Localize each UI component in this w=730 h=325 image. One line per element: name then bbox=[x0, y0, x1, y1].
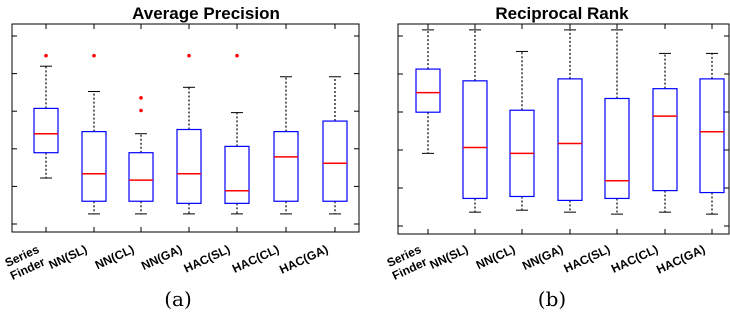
box-plots bbox=[33, 53, 348, 215]
chart-title: Reciprocal Rank bbox=[495, 4, 629, 23]
x-tick-label-line: NN(CL) bbox=[474, 242, 517, 272]
box-4 bbox=[557, 29, 583, 213]
box-6 bbox=[652, 52, 678, 213]
iqr-box bbox=[604, 97, 630, 200]
x-tick-label: HAC(CL) bbox=[609, 242, 660, 276]
x-tick-label: NN(GA) bbox=[139, 242, 184, 273]
box-3 bbox=[128, 96, 154, 215]
x-tick-label: HAC(GA) bbox=[277, 242, 330, 277]
x-tick-label: SeriesFinder bbox=[384, 242, 429, 283]
y-ticks bbox=[398, 24, 729, 234]
x-tick-label-line: HAC(SL) bbox=[182, 242, 233, 276]
x-tick-label-line: HAC(GA) bbox=[277, 242, 330, 277]
panel-caption: (a) bbox=[164, 287, 192, 311]
outlier-point bbox=[235, 53, 239, 58]
axes-frame bbox=[11, 23, 360, 233]
x-tick-label-line: NN(GA) bbox=[520, 242, 565, 273]
iqr-box bbox=[699, 78, 725, 194]
x-tick-label-line: NN(SL) bbox=[427, 242, 470, 272]
iqr-box bbox=[128, 152, 154, 202]
iqr-box bbox=[652, 88, 678, 192]
iqr-box bbox=[322, 120, 348, 202]
box-plots bbox=[415, 29, 725, 215]
x-tick-label-line: NN(SL) bbox=[46, 242, 89, 272]
panel-average-precision: Average Precision SeriesFinder NN(SL) NN(C… bbox=[2, 4, 360, 311]
x-tick-label-line: HAC(SL) bbox=[562, 242, 613, 276]
x-tick-label: HAC(SL) bbox=[182, 242, 233, 276]
box-2 bbox=[462, 29, 488, 213]
x-tick-label-line: HAC(CL) bbox=[609, 242, 660, 276]
x-tick-label: SeriesFinder bbox=[2, 242, 47, 283]
x-tick-label-line: NN(CL) bbox=[93, 242, 136, 272]
panel-caption: (b) bbox=[538, 287, 566, 311]
x-tick-label: NN(CL) bbox=[474, 242, 517, 272]
x-tick-label-line: HAC(CL) bbox=[230, 242, 281, 276]
box-1 bbox=[33, 53, 59, 179]
iqr-box bbox=[273, 131, 299, 202]
x-tick-label-line: HAC(GA) bbox=[654, 242, 707, 277]
iqr-box bbox=[176, 128, 202, 204]
iqr-box bbox=[81, 131, 107, 202]
outlier-point bbox=[44, 53, 48, 58]
iqr-box bbox=[557, 78, 583, 201]
iqr-box bbox=[224, 145, 250, 204]
box-7 bbox=[322, 76, 348, 215]
box-6 bbox=[273, 76, 299, 215]
x-tick-label: HAC(CL) bbox=[230, 242, 281, 276]
box-3 bbox=[509, 50, 535, 211]
x-tick-label: NN(SL) bbox=[427, 242, 470, 272]
x-tick-labels: SeriesFinderNN(SL)NN(CL)NN(GA)HAC(SL)HAC… bbox=[384, 242, 708, 283]
outlier-point bbox=[92, 53, 96, 58]
outlier-point bbox=[139, 96, 143, 100]
chart-title: Average Precision bbox=[132, 4, 280, 23]
outlier-point bbox=[139, 108, 143, 113]
x-tick-label: NN(SL) bbox=[46, 242, 89, 272]
box-1 bbox=[415, 29, 441, 154]
y-ticks bbox=[12, 24, 359, 232]
box-5 bbox=[604, 29, 630, 215]
box-2 bbox=[81, 53, 107, 215]
iqr-box bbox=[415, 68, 441, 113]
x-tick-label: HAC(GA) bbox=[654, 242, 707, 277]
x-tick-label-line: NN(GA) bbox=[139, 242, 184, 273]
box-4 bbox=[176, 53, 202, 215]
axes-frame bbox=[397, 23, 730, 235]
iqr-box bbox=[462, 80, 488, 200]
iqr-box bbox=[33, 107, 59, 154]
x-tick-label: HAC(SL) bbox=[562, 242, 613, 276]
x-tick-label: NN(CL) bbox=[93, 242, 136, 272]
box-7 bbox=[699, 52, 725, 215]
box-5 bbox=[224, 53, 250, 215]
x-tick-label: NN(GA) bbox=[520, 242, 565, 273]
outlier-point bbox=[187, 53, 191, 58]
